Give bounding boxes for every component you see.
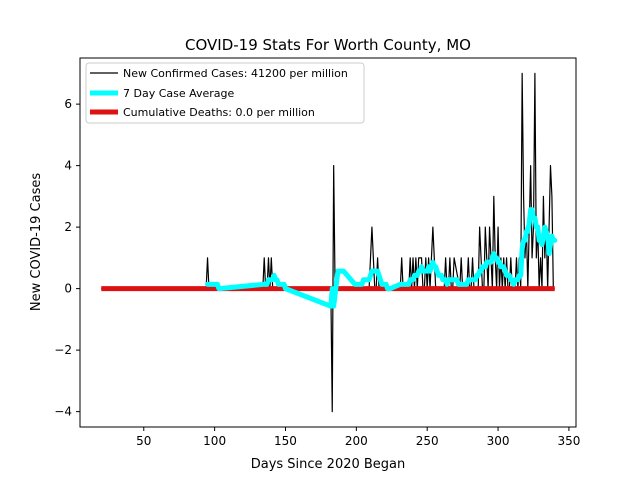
x-tick-label: 300 (487, 434, 510, 448)
legend: New Confirmed Cases: 41200 per million 7 … (85, 62, 365, 124)
axes-frame (79, 57, 577, 428)
y-tick-label: 4 (64, 159, 72, 173)
legend-label-new-cases: New Confirmed Cases: 41200 per million (123, 67, 348, 80)
y-tick-label: 6 (64, 97, 72, 111)
y-tick-label: −4 (54, 405, 72, 419)
x-tick-label: 200 (345, 434, 368, 448)
x-tick-label: 50 (136, 434, 151, 448)
plot-area (101, 72, 558, 413)
chart-title: COVID-19 Stats For Worth County, MO (185, 36, 471, 54)
legend-label-cumulative-deaths: Cumulative Deaths: 0.0 per million (123, 106, 315, 119)
x-tick-label: 350 (557, 434, 580, 448)
y-tick-label: −2 (54, 343, 72, 357)
x-tick-label: 100 (203, 434, 226, 448)
y-axis-label: New COVID-19 Cases (29, 173, 44, 311)
y-tick-label: 2 (64, 220, 72, 234)
x-axis-label: Days Since 2020 Began (251, 457, 406, 472)
seven-day-average-line (205, 207, 558, 309)
x-tick-label: 150 (274, 434, 297, 448)
x-tick-label: 250 (416, 434, 439, 448)
legend-label-seven-day-average: 7 Day Case Average (123, 87, 235, 100)
axis-ticks: 50 100 150 200 250 300 350 −4 −2 0 2 4 6 (54, 97, 580, 448)
y-tick-label: 0 (64, 282, 72, 296)
legend-box (85, 62, 365, 124)
